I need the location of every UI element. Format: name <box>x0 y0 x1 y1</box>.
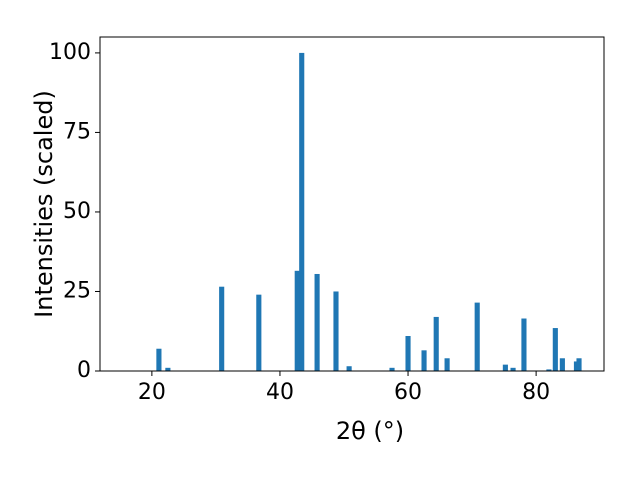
bar <box>346 366 352 371</box>
x-tick-label: 20 <box>138 380 166 405</box>
bar <box>444 358 450 371</box>
y-tick-label: 100 <box>49 40 91 65</box>
bar <box>165 367 171 371</box>
bar <box>405 336 411 371</box>
bar <box>510 367 516 371</box>
bar <box>546 369 552 371</box>
bar <box>314 273 320 371</box>
bar <box>421 350 427 371</box>
y-tick-label: 75 <box>63 119 91 144</box>
bar <box>576 358 582 371</box>
x-tick-label: 60 <box>394 380 422 405</box>
bar <box>433 316 439 371</box>
x-axis-label: 2θ (°) <box>336 417 404 445</box>
x-tick-label: 80 <box>522 380 550 405</box>
bar <box>256 294 262 371</box>
bar <box>559 358 565 371</box>
bar <box>552 328 558 371</box>
x-tick-label: 40 <box>266 380 294 405</box>
bar <box>521 318 527 371</box>
y-tick-label: 25 <box>63 278 91 303</box>
y-axis-label: Intensities (scaled) <box>30 90 58 318</box>
bar <box>502 364 508 371</box>
plot-frame <box>99 36 605 372</box>
bar <box>219 286 225 371</box>
bar <box>156 348 162 371</box>
bar <box>333 291 339 371</box>
y-tick-label: 0 <box>77 358 91 383</box>
bar <box>389 367 395 371</box>
bar <box>294 270 300 371</box>
bar <box>474 302 480 371</box>
bar <box>299 52 305 372</box>
y-tick-label: 50 <box>63 199 91 224</box>
